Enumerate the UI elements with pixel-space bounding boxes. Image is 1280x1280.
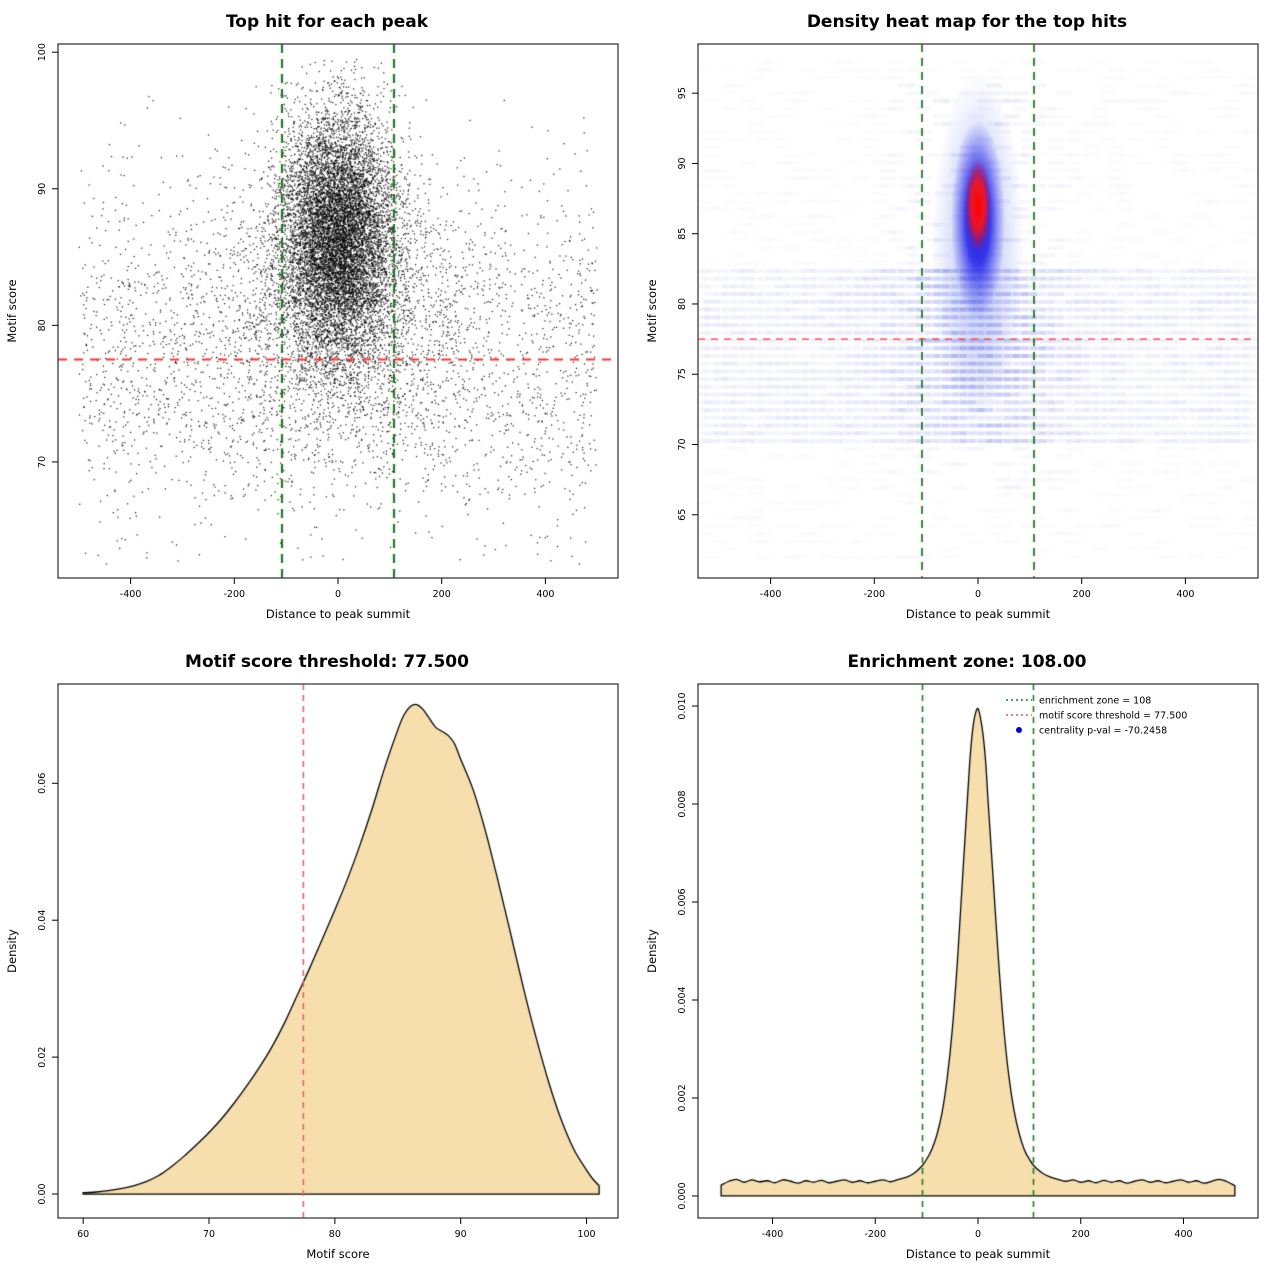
x-tick-label: 200 — [1073, 589, 1091, 600]
x-tick-label: 0 — [975, 1229, 981, 1240]
x-tick-label: -200 — [864, 589, 886, 600]
legend-label: enrichment zone = 108 — [1039, 696, 1151, 707]
y-tick-label: 80 — [677, 298, 688, 310]
y-tick-label: 0.02 — [37, 1047, 48, 1068]
x-tick-label: -200 — [224, 589, 246, 600]
x-tick-label: 80 — [329, 1229, 341, 1240]
y-tick-label: 0.004 — [677, 986, 688, 1013]
heatmap-data-layer — [640, 0, 1280, 640]
plot-box — [697, 683, 1259, 1219]
y-tick-label: 70 — [37, 456, 48, 468]
y-axis-title: Density — [5, 929, 19, 973]
scatter-axes-layer: -400 -200 0 200 400 70 80 90 100 Distance to peak… — [5, 43, 619, 621]
score-density-data-layer — [0, 640, 640, 1280]
y-tick-label: 0.006 — [677, 888, 688, 915]
y-tick-label: 0.008 — [677, 790, 688, 817]
y-tick-label: 90 — [677, 157, 688, 169]
heatmap-axes-layer: -400 -200 0 200 400 65 70 75 80 85 90 95 Distance to… — [645, 43, 1259, 621]
scatter-data-layer — [0, 0, 640, 640]
plot-box — [57, 43, 619, 579]
y-tick-label: 80 — [37, 319, 48, 331]
plot-box — [697, 43, 1259, 579]
x-tick-label: 400 — [536, 589, 554, 600]
enrichment-axes-layer: -400 -200 0 200 400 0.000 0.002 0.004 0.006 0.008… — [645, 683, 1259, 1261]
x-axis-title: Distance to peak summit — [906, 1247, 1051, 1261]
y-tick-label: 85 — [677, 228, 688, 240]
x-tick-label: 0 — [975, 589, 981, 600]
score-density-axes-layer: 60 70 80 90 100 0.00 0.02 0.04 0.06 Motif score De… — [5, 683, 619, 1261]
y-axis-title: Density — [645, 929, 659, 973]
y-tick-label: 0.06 — [37, 773, 48, 794]
x-tick-label: 100 — [577, 1229, 595, 1240]
x-axis-title: Distance to peak summit — [266, 607, 411, 621]
x-axis-title: Distance to peak summit — [906, 607, 1051, 621]
x-tick-label: 200 — [1072, 1229, 1090, 1240]
y-tick-label: 0.002 — [677, 1084, 688, 1111]
x-tick-label: -400 — [120, 589, 142, 600]
enrichment-data-layer — [640, 640, 1280, 1280]
x-tick-label: 400 — [1174, 1229, 1192, 1240]
x-tick-label: -400 — [762, 1229, 784, 1240]
y-axis-title: Motif score — [5, 279, 19, 342]
x-tick-label: 200 — [433, 589, 451, 600]
chart-title-enrichment: Enrichment zone: 108.00 — [847, 652, 1087, 672]
y-tick-label: 0.04 — [37, 910, 48, 931]
chart-title-scatter: Top hit for each peak — [225, 12, 429, 32]
x-tick-label: 0 — [335, 589, 341, 600]
chart-density-heatmap: -400 -200 0 200 400 65 70 75 80 85 90 95 Distance to… — [640, 0, 1280, 640]
y-tick-label: 100 — [37, 43, 48, 61]
y-axis-title: Motif score — [645, 279, 659, 342]
y-tick-label: 90 — [37, 183, 48, 195]
x-tick-label: -200 — [864, 1229, 886, 1240]
y-tick-label: 75 — [677, 368, 688, 380]
chart-motif-score-density: 60 70 80 90 100 0.00 0.02 0.04 0.06 Motif score De… — [0, 640, 640, 1280]
x-axis-title: Motif score — [306, 1247, 369, 1261]
chart-top-hits-scatter: -400 -200 0 200 400 70 80 90 100 Distance to peak… — [0, 0, 640, 640]
y-tick-label: 0.000 — [677, 1182, 688, 1209]
legend-label: centrality p-val = -70.2458 — [1039, 726, 1167, 737]
chart-title-score-density: Motif score threshold: 77.500 — [185, 652, 469, 672]
chart-enrichment-zone-density: -400 -200 0 200 400 0.000 0.002 0.004 0.006 0.008… — [640, 640, 1280, 1280]
x-tick-label: 90 — [455, 1229, 467, 1240]
y-tick-label: 0.00 — [37, 1183, 48, 1204]
y-tick-label: 0.010 — [677, 692, 688, 719]
x-tick-label: 60 — [77, 1229, 89, 1240]
x-tick-label: 400 — [1176, 589, 1194, 600]
y-tick-label: 65 — [677, 509, 688, 521]
x-tick-label: -400 — [760, 589, 782, 600]
plot-box — [57, 683, 619, 1219]
legend-point-sample — [1016, 727, 1022, 733]
y-tick-label: 70 — [677, 438, 688, 450]
chart-title-heatmap: Density heat map for the top hits — [806, 12, 1128, 32]
legend-label: motif score threshold = 77.500 — [1039, 711, 1187, 722]
x-tick-label: 70 — [203, 1229, 215, 1240]
y-tick-label: 95 — [677, 87, 688, 99]
